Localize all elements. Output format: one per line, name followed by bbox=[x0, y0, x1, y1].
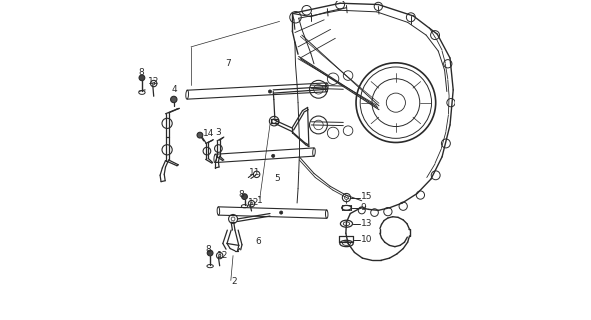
Text: 1: 1 bbox=[257, 196, 263, 205]
Circle shape bbox=[197, 132, 203, 138]
Text: 12: 12 bbox=[148, 77, 160, 86]
Text: 12: 12 bbox=[248, 197, 259, 206]
Circle shape bbox=[268, 90, 272, 93]
Text: 15: 15 bbox=[361, 192, 372, 201]
Text: 13: 13 bbox=[361, 219, 372, 228]
Text: 14: 14 bbox=[203, 129, 214, 138]
Text: 8: 8 bbox=[138, 68, 144, 77]
Text: 5: 5 bbox=[274, 174, 280, 183]
Text: 3: 3 bbox=[215, 128, 221, 137]
Circle shape bbox=[139, 75, 145, 81]
Text: 10: 10 bbox=[361, 235, 372, 244]
Text: 2: 2 bbox=[231, 277, 237, 286]
Text: 6: 6 bbox=[256, 237, 261, 246]
Text: 9: 9 bbox=[361, 203, 366, 212]
Circle shape bbox=[171, 96, 177, 103]
Circle shape bbox=[272, 154, 275, 157]
Text: 7: 7 bbox=[225, 59, 231, 68]
Text: 8: 8 bbox=[239, 190, 245, 199]
Text: 4: 4 bbox=[171, 85, 177, 94]
Circle shape bbox=[280, 211, 282, 214]
Circle shape bbox=[207, 250, 213, 256]
Circle shape bbox=[242, 194, 248, 199]
Text: 11: 11 bbox=[249, 168, 261, 177]
Text: 8: 8 bbox=[206, 245, 212, 254]
Text: 12: 12 bbox=[216, 251, 228, 260]
